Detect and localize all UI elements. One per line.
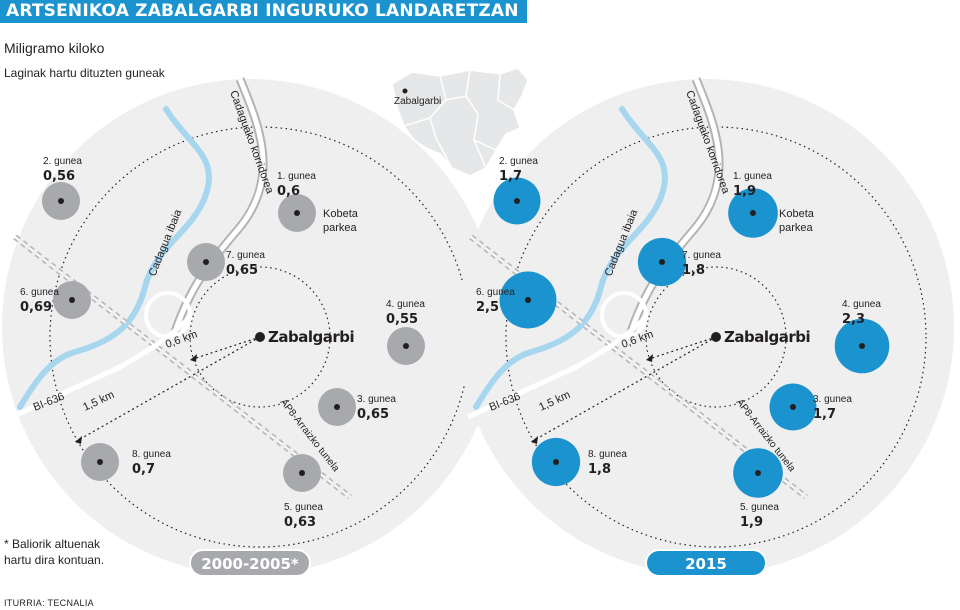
river-line [17, 106, 213, 410]
site-dot [790, 404, 796, 410]
site-name: 7. gunea [682, 250, 721, 261]
site-value: 0,63 [284, 515, 316, 530]
river-line [473, 106, 669, 410]
inset-map: Zabalgarbi [391, 67, 529, 177]
period-label: 2015 [685, 555, 727, 573]
footnote-line-1: * Baliorik altuenak [4, 537, 101, 551]
site-value: 1,7 [499, 169, 522, 184]
radius-line-inner [645, 336, 717, 361]
radius-arrow-outer [75, 436, 82, 444]
site-value: 1,8 [682, 263, 705, 278]
bi636-road [466, 315, 648, 420]
footnote: * Baliorik altuenak hartu dira kontuan. [4, 536, 124, 568]
site-name: 5. gunea [740, 502, 779, 513]
site-name: 4. gunea [842, 299, 881, 310]
site-dot [403, 343, 409, 349]
sampling-legend: Laginak hartu dituzten guneak [4, 66, 165, 80]
center-label: Zabalgarbi [268, 328, 354, 346]
site-value: 2,3 [842, 312, 865, 327]
site-dot [525, 297, 531, 303]
site-dot [203, 259, 209, 265]
site-name: 8. gunea [132, 449, 171, 460]
radius-ring-inner [645, 266, 787, 408]
radius-line-inner [189, 336, 261, 361]
site-value: 0,55 [386, 312, 418, 327]
site-value: 1,8 [588, 462, 611, 477]
page-title: ARTSENIKOA ZABALGARBI INGURUKO LANDARETZ… [0, 0, 527, 23]
interchange-loop [600, 291, 648, 339]
site-dot [294, 210, 300, 216]
interchange-loop [144, 291, 192, 339]
site-name: 6. gunea [476, 287, 515, 298]
bi636-road [10, 315, 192, 420]
radius-arrow-inner [646, 354, 653, 362]
site-value: 1,9 [733, 184, 756, 199]
site-name: 3. gunea [813, 394, 852, 405]
center-label: Zabalgarbi [724, 328, 810, 346]
site-name: 4. gunea [386, 299, 425, 310]
tunnel-line-center [14, 236, 351, 498]
site-name: 6. gunea [20, 287, 59, 298]
radius-ring-outer [505, 126, 927, 548]
site-dot [299, 470, 305, 476]
park-label-line-1: Kobeta [323, 208, 359, 220]
site-name: 1. gunea [277, 171, 316, 182]
site-name: 8. gunea [588, 449, 627, 460]
site-value: 0,6 [277, 184, 300, 199]
site-name: 3. gunea [357, 394, 396, 405]
site-dot [69, 297, 75, 303]
site-dot [755, 470, 761, 476]
site-dot [750, 210, 756, 216]
radius-arrow-outer [531, 436, 538, 444]
site-name: 1. gunea [733, 171, 772, 182]
radius-ring-inner [189, 266, 331, 408]
site-value: 2,5 [476, 300, 499, 315]
site-value: 0,7 [132, 462, 155, 477]
radius-arrow-inner [190, 354, 197, 362]
period-pill-bg [645, 549, 767, 577]
site-dot [97, 459, 103, 465]
unit-subtitle: Miligramo kiloko [4, 40, 105, 56]
park-label-line-1: Kobeta [779, 208, 815, 220]
footnote-line-2: hartu dira kontuan. [4, 553, 105, 567]
period-pill: 2000-2005* [189, 549, 311, 577]
period-label: 2000-2005* [201, 555, 299, 573]
site-dot [859, 343, 865, 349]
site-dot [659, 259, 665, 265]
corridor-road-inner [628, 78, 722, 333]
site-value: 0,69 [20, 300, 52, 315]
site-dot [553, 459, 559, 465]
radius-line-outer [530, 336, 717, 443]
corridor-road-inner [172, 78, 266, 333]
site-value: 1,7 [813, 407, 836, 422]
site-value: 1,9 [740, 515, 763, 530]
park-label-line-2: parkea [323, 222, 358, 234]
inset-location-dot [402, 88, 408, 94]
center-dot [711, 332, 721, 342]
site-dot [58, 198, 64, 204]
period-pill: 2015 [645, 549, 767, 577]
map-disc [458, 79, 954, 575]
period-pill-bg [189, 549, 311, 577]
site-name: 7. gunea [226, 250, 265, 261]
site-dot [334, 404, 340, 410]
park-label-line-2: parkea [779, 222, 814, 234]
inset-label: Zabalgarbi [394, 96, 441, 107]
center-dot [255, 332, 265, 342]
site-name: 2. gunea [499, 156, 538, 167]
map-disc [2, 79, 498, 575]
site-value: 0,56 [43, 169, 75, 184]
site-name: 5. gunea [284, 502, 323, 513]
site-value: 0,65 [357, 407, 389, 422]
radius-line-outer [74, 336, 261, 443]
site-value: 0,65 [226, 263, 258, 278]
source-credit: ITURRIA: TECNALIA [4, 598, 94, 608]
site-dot [514, 198, 520, 204]
site-name: 2. gunea [43, 156, 82, 167]
